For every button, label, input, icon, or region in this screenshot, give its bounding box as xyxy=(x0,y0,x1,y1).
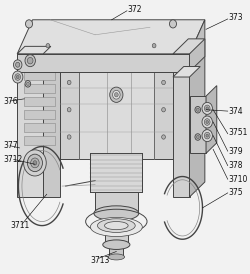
Circle shape xyxy=(12,71,23,83)
Circle shape xyxy=(162,80,166,85)
Circle shape xyxy=(162,108,166,112)
Circle shape xyxy=(202,130,212,142)
Circle shape xyxy=(112,90,120,99)
Polygon shape xyxy=(17,54,43,197)
Polygon shape xyxy=(206,85,217,153)
Circle shape xyxy=(33,161,37,165)
Circle shape xyxy=(204,132,210,139)
Polygon shape xyxy=(90,153,142,192)
Circle shape xyxy=(196,135,199,139)
Circle shape xyxy=(152,44,156,48)
Circle shape xyxy=(114,93,118,97)
Polygon shape xyxy=(190,96,206,153)
Polygon shape xyxy=(20,77,60,153)
Circle shape xyxy=(26,20,32,28)
Polygon shape xyxy=(24,110,55,119)
Circle shape xyxy=(24,150,46,176)
Polygon shape xyxy=(190,20,205,72)
Text: 3713: 3713 xyxy=(90,256,110,265)
Polygon shape xyxy=(60,72,78,159)
Ellipse shape xyxy=(103,240,130,249)
Polygon shape xyxy=(95,192,138,213)
Circle shape xyxy=(14,60,22,70)
Circle shape xyxy=(110,87,123,102)
Text: 372: 372 xyxy=(127,5,142,14)
Circle shape xyxy=(25,81,31,87)
Polygon shape xyxy=(24,70,55,80)
Text: 3712: 3712 xyxy=(3,155,22,164)
Circle shape xyxy=(195,134,200,140)
Circle shape xyxy=(196,108,199,111)
Polygon shape xyxy=(173,39,205,54)
Ellipse shape xyxy=(108,254,124,260)
Circle shape xyxy=(46,44,50,48)
Text: 378: 378 xyxy=(228,161,243,170)
Polygon shape xyxy=(24,97,55,106)
Circle shape xyxy=(206,121,208,124)
Circle shape xyxy=(206,107,208,110)
Circle shape xyxy=(204,105,210,112)
Text: 377: 377 xyxy=(3,141,18,150)
Circle shape xyxy=(67,80,71,85)
Circle shape xyxy=(204,119,210,125)
Polygon shape xyxy=(17,20,205,54)
Text: 3711: 3711 xyxy=(10,221,29,230)
Text: 376: 376 xyxy=(3,96,18,105)
Circle shape xyxy=(16,62,20,67)
Text: 373: 373 xyxy=(228,13,243,22)
Polygon shape xyxy=(24,136,55,145)
Polygon shape xyxy=(109,246,124,257)
Text: 3710: 3710 xyxy=(228,175,248,184)
Circle shape xyxy=(162,135,166,139)
Circle shape xyxy=(31,158,39,168)
Text: 379: 379 xyxy=(228,147,243,156)
Circle shape xyxy=(15,74,20,80)
Ellipse shape xyxy=(98,219,135,232)
Polygon shape xyxy=(104,226,128,246)
Polygon shape xyxy=(173,67,200,77)
Circle shape xyxy=(170,20,176,28)
Polygon shape xyxy=(17,54,190,72)
Circle shape xyxy=(206,134,208,137)
Polygon shape xyxy=(43,54,60,197)
Circle shape xyxy=(202,102,212,114)
Polygon shape xyxy=(173,77,190,153)
Circle shape xyxy=(27,154,42,172)
Circle shape xyxy=(25,55,35,67)
Circle shape xyxy=(67,135,71,139)
Polygon shape xyxy=(154,72,173,159)
Circle shape xyxy=(16,75,19,79)
Polygon shape xyxy=(190,39,205,197)
Polygon shape xyxy=(24,123,55,132)
Polygon shape xyxy=(24,84,55,93)
Polygon shape xyxy=(173,54,190,197)
Polygon shape xyxy=(60,72,173,159)
Circle shape xyxy=(26,82,29,85)
Circle shape xyxy=(195,107,200,113)
Ellipse shape xyxy=(94,206,139,221)
Polygon shape xyxy=(17,46,51,54)
Ellipse shape xyxy=(90,218,142,236)
Ellipse shape xyxy=(104,221,128,230)
Circle shape xyxy=(27,57,33,64)
Text: 375: 375 xyxy=(228,189,243,197)
Text: 374: 374 xyxy=(228,107,243,116)
Circle shape xyxy=(202,116,212,128)
Circle shape xyxy=(67,108,71,112)
Text: 3751: 3751 xyxy=(228,129,248,137)
